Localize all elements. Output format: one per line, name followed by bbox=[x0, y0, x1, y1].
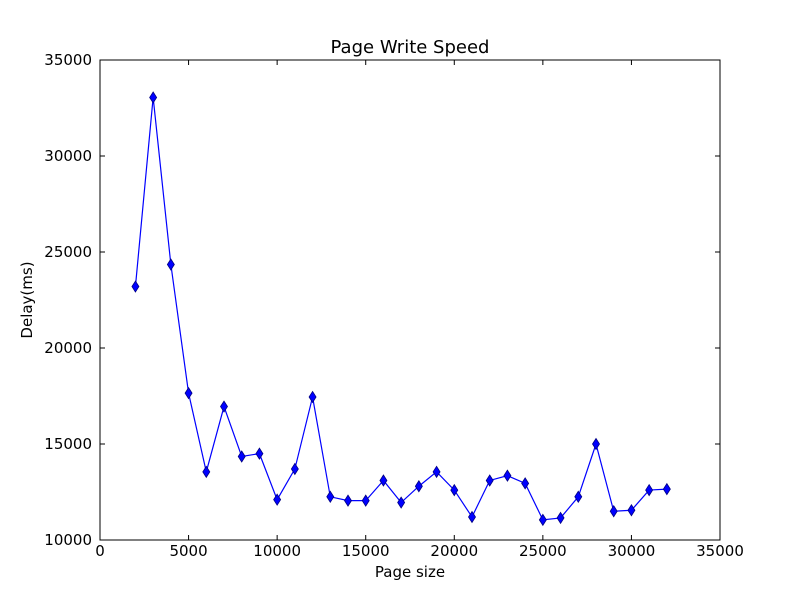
y-tick-label: 35000 bbox=[44, 51, 92, 69]
data-point bbox=[273, 493, 282, 506]
data-point bbox=[609, 504, 618, 518]
data-point bbox=[592, 437, 600, 451]
data-point bbox=[166, 258, 175, 271]
y-axis-label: Delay(ms) bbox=[18, 261, 36, 338]
data-point bbox=[326, 490, 335, 504]
y-tick-label: 25000 bbox=[44, 243, 92, 261]
data-point bbox=[397, 496, 406, 509]
data-point bbox=[220, 400, 228, 413]
data-point bbox=[202, 465, 211, 479]
y-tick-label: 10000 bbox=[44, 531, 92, 549]
data-point bbox=[255, 447, 264, 460]
data-point bbox=[361, 494, 370, 507]
data-point bbox=[414, 479, 423, 493]
data-point bbox=[662, 482, 671, 496]
axes-frame bbox=[99, 59, 721, 541]
data-point bbox=[485, 474, 494, 487]
x-tick-label: 5000 bbox=[169, 542, 207, 560]
x-tick-label: 35000 bbox=[696, 542, 744, 560]
data-point bbox=[379, 474, 388, 487]
data-point bbox=[432, 465, 441, 479]
data-point bbox=[521, 477, 530, 490]
x-axis-label: Page size bbox=[375, 563, 445, 581]
x-tick-label: 10000 bbox=[253, 542, 301, 560]
data-point bbox=[556, 511, 565, 525]
x-tick-label: 0 bbox=[95, 542, 105, 560]
data-point bbox=[308, 390, 317, 404]
data-point bbox=[503, 469, 512, 482]
data-point bbox=[184, 386, 193, 400]
x-tick-label: 30000 bbox=[608, 542, 656, 560]
x-tick-label: 25000 bbox=[519, 542, 567, 560]
plot-area: 0 5000 10000 15000 20000 25000 30000 35000 10000… bbox=[44, 51, 744, 560]
y-tick-label: 20000 bbox=[44, 339, 92, 357]
chart-title: Page Write Speed bbox=[331, 37, 490, 58]
y-tick-label: 15000 bbox=[44, 435, 92, 453]
data-point bbox=[574, 490, 583, 504]
data-point bbox=[149, 91, 158, 104]
data-point bbox=[131, 280, 140, 293]
data-point bbox=[645, 483, 654, 497]
x-tick-label: 20000 bbox=[430, 542, 478, 560]
data-point bbox=[450, 483, 459, 497]
data-point bbox=[290, 462, 299, 476]
data-point bbox=[344, 494, 352, 507]
data-point bbox=[627, 503, 636, 517]
x-tick-label: 15000 bbox=[342, 542, 390, 560]
y-tick-label: 30000 bbox=[44, 147, 92, 165]
data-point bbox=[538, 513, 547, 527]
data-point bbox=[468, 510, 476, 524]
data-point bbox=[237, 450, 246, 463]
